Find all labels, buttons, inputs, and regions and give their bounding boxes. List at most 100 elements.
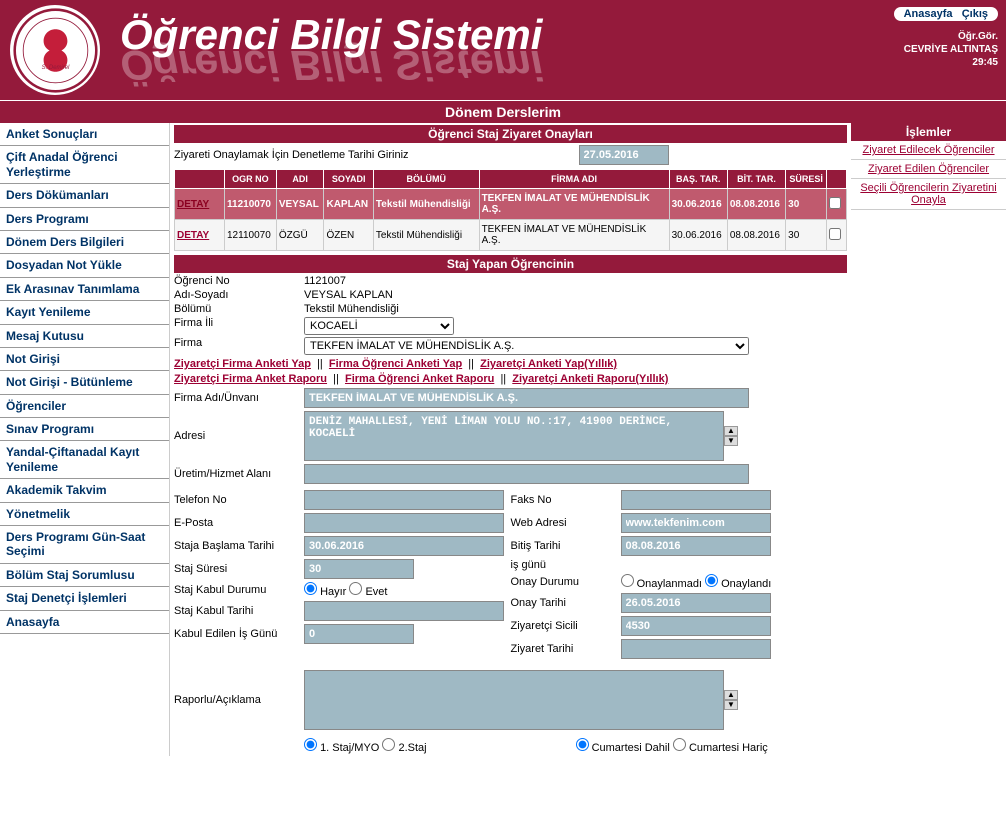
input-uretim[interactable] [304, 464, 749, 484]
nav-akademik-takvim[interactable]: Akademik Takvim [0, 479, 169, 502]
select-firma[interactable]: TEKFEN İMALAT VE MÜHENDİSLİK A.Ş. [304, 337, 749, 355]
nav-sinav-programi[interactable]: Sınav Programı [0, 418, 169, 441]
radio-cumartesi-dahil[interactable] [576, 738, 589, 751]
label-firma-ad: Firma Adı/Ünvanı [174, 392, 304, 404]
radio-onaylanmadi[interactable] [621, 574, 634, 587]
nav-yandal-ciftanadal[interactable]: Yandal-Çiftanadal Kayıt Yenileme [0, 441, 169, 479]
textarea-adres[interactable] [304, 411, 724, 461]
nav-ders-dokumanlari[interactable]: Ders Dökümanları [0, 184, 169, 207]
right-panel: İşlemler Ziyaret Edilecek Öğrenciler Ziy… [851, 123, 1006, 756]
nav-ogrenciler[interactable]: Öğrenciler [0, 395, 169, 418]
textarea-rapor[interactable] [304, 670, 724, 730]
nav-ders-programi-gun[interactable]: Ders Programı Gün-Saat Seçimi [0, 526, 169, 564]
cell-sure: 30 [786, 220, 827, 251]
nav-mesaj-kutusu[interactable]: Mesaj Kutusu [0, 325, 169, 348]
label-sicil: Ziyaretçi Sicili [511, 620, 621, 632]
cell-bas: 30.06.2016 [669, 189, 727, 220]
radio-onaylandi[interactable] [705, 574, 718, 587]
cell-bolum: Tekstil Mühendisliği [373, 189, 479, 220]
table-row[interactable]: DETAY 11210070 VEYSAL KAPLAN Tekstil Müh… [175, 189, 847, 220]
nav-ek-arasinav[interactable]: Ek Arasınav Tanımlama [0, 278, 169, 301]
input-web[interactable] [621, 513, 771, 533]
link-firma-ogrenci-rapor[interactable]: Firma Öğrenci Anket Raporu [345, 373, 494, 385]
link-ziyaret-edilecek[interactable]: Ziyaret Edilecek Öğrenciler [851, 141, 1006, 160]
link-ziyaretci-anketi-rapor[interactable]: Ziyaretçi Anketi Raporu(Yıllık) [512, 373, 668, 385]
label-staj-sure: Staj Süresi [174, 563, 304, 575]
row-checkbox[interactable] [829, 228, 841, 240]
nav-anket-sonuclari[interactable]: Anket Sonuçları [0, 123, 169, 146]
up-icon[interactable]: ▲ [724, 690, 738, 700]
cell-firma: TEKFEN İMALAT VE MÜHENDİSLİK A.Ş. [479, 220, 669, 251]
link-ziyaretci-anketi-yillik[interactable]: Ziyaretçi Anketi Yap(Yıllık) [480, 358, 617, 370]
up-icon[interactable]: ▲ [724, 426, 738, 436]
input-kabul-gun[interactable] [304, 624, 414, 644]
nav-bolum-staj[interactable]: Bölüm Staj Sorumlusu [0, 564, 169, 587]
nav-yonetmelik[interactable]: Yönetmelik [0, 503, 169, 526]
input-onay-tarih[interactable] [621, 593, 771, 613]
input-firma-ad[interactable] [304, 388, 749, 408]
link-ziyaret-edilen[interactable]: Ziyaret Edilen Öğrenciler [851, 160, 1006, 179]
approval-date-input[interactable] [579, 145, 669, 165]
input-bit-tarih[interactable] [621, 536, 771, 556]
radio-staj2[interactable] [382, 738, 395, 751]
label-evet: Evet [365, 586, 387, 598]
down-icon[interactable]: ▼ [724, 436, 738, 446]
link-ziyaretci-firma-anketi[interactable]: Ziyaretçi Firma Anketi Yap [174, 358, 311, 370]
cell-soyad: ÖZEN [324, 220, 373, 251]
input-eposta[interactable] [304, 513, 504, 533]
home-link[interactable]: Anasayfa [904, 8, 953, 20]
university-logo: S. Demirel [10, 5, 100, 95]
nav-kayit-yenileme[interactable]: Kayıt Yenileme [0, 301, 169, 324]
adres-spinner[interactable]: ▲▼ [724, 426, 738, 446]
radio-staj1[interactable] [304, 738, 317, 751]
link-firma-ogrenci-anketi[interactable]: Firma Öğrenci Anketi Yap [329, 358, 462, 370]
label-bas-tarih: Staja Başlama Tarihi [174, 540, 304, 552]
input-kabul-tarih[interactable] [304, 601, 504, 621]
label-firma: Firma [174, 337, 304, 355]
nav-dosyadan-not[interactable]: Dosyadan Not Yükle [0, 254, 169, 277]
label-hayir: Hayır [320, 586, 346, 598]
staj-type-group: 1. Staj/MYO 2.Staj [304, 738, 576, 754]
islemler-header: İşlemler [851, 123, 1006, 141]
input-bas-tarih[interactable] [304, 536, 504, 556]
cell-ad: ÖZGÜ [276, 220, 324, 251]
detail-link[interactable]: DETAY [177, 199, 209, 210]
label-rapor: Raporlu/Açıklama [174, 694, 304, 706]
link-ziyaretci-firma-rapor[interactable]: Ziyaretçi Firma Anket Raporu [174, 373, 327, 385]
label-adres: Adresi [174, 430, 304, 442]
label-eposta: E-Posta [174, 517, 304, 529]
input-sicil[interactable] [621, 616, 771, 636]
label-ogrenci-no: Öğrenci No [174, 275, 304, 287]
label-kabul-tarih: Staj Kabul Tarihi [174, 605, 304, 617]
table-row[interactable]: DETAY 12110070 ÖZGÜ ÖZEN Tekstil Mühendi… [175, 220, 847, 251]
label-onay-tarih: Onay Tarihi [511, 597, 621, 609]
link-secili-onayla[interactable]: Seçili Öğrencilerin Ziyaretini Onayla [851, 179, 1006, 210]
nav-cift-anadal[interactable]: Çift Anadal Öğrenci Yerleştirme [0, 146, 169, 184]
down-icon[interactable]: ▼ [724, 700, 738, 710]
row-checkbox[interactable] [829, 197, 841, 209]
input-telefon[interactable] [304, 490, 504, 510]
input-faks[interactable] [621, 490, 771, 510]
label-faks: Faks No [511, 494, 621, 506]
rapor-spinner[interactable]: ▲▼ [724, 690, 738, 710]
radio-hayir[interactable] [304, 582, 317, 595]
nav-anasayfa[interactable]: Anasayfa [0, 611, 169, 634]
col-adi: ADI [276, 170, 324, 189]
value-adi-soyadi: VEYSAL KAPLAN [304, 289, 393, 301]
cell-bit: 08.08.2016 [727, 189, 785, 220]
label-staj1: 1. Staj/MYO [320, 742, 379, 754]
nav-donem-ders[interactable]: Dönem Ders Bilgileri [0, 231, 169, 254]
nav-ders-programi[interactable]: Ders Programı [0, 208, 169, 231]
select-firma-ili[interactable]: KOCAELİ [304, 317, 454, 335]
detail-link[interactable]: DETAY [177, 230, 209, 241]
logout-link[interactable]: Çıkış [962, 8, 988, 20]
input-staj-sure[interactable] [304, 559, 414, 579]
col-bolumu: BÖLÜMÜ [373, 170, 479, 189]
nav-not-girisi-butunleme[interactable]: Not Girişi - Bütünleme [0, 371, 169, 394]
input-ziyaret-tarih[interactable] [621, 639, 771, 659]
nav-staj-denetci[interactable]: Staj Denetçi İşlemleri [0, 587, 169, 610]
nav-not-girisi[interactable]: Not Girişi [0, 348, 169, 371]
radio-cumartesi-haric[interactable] [673, 738, 686, 751]
radio-evet[interactable] [349, 582, 362, 595]
cell-firma: TEKFEN İMALAT VE MÜHENDİSLİK A.Ş. [479, 189, 669, 220]
